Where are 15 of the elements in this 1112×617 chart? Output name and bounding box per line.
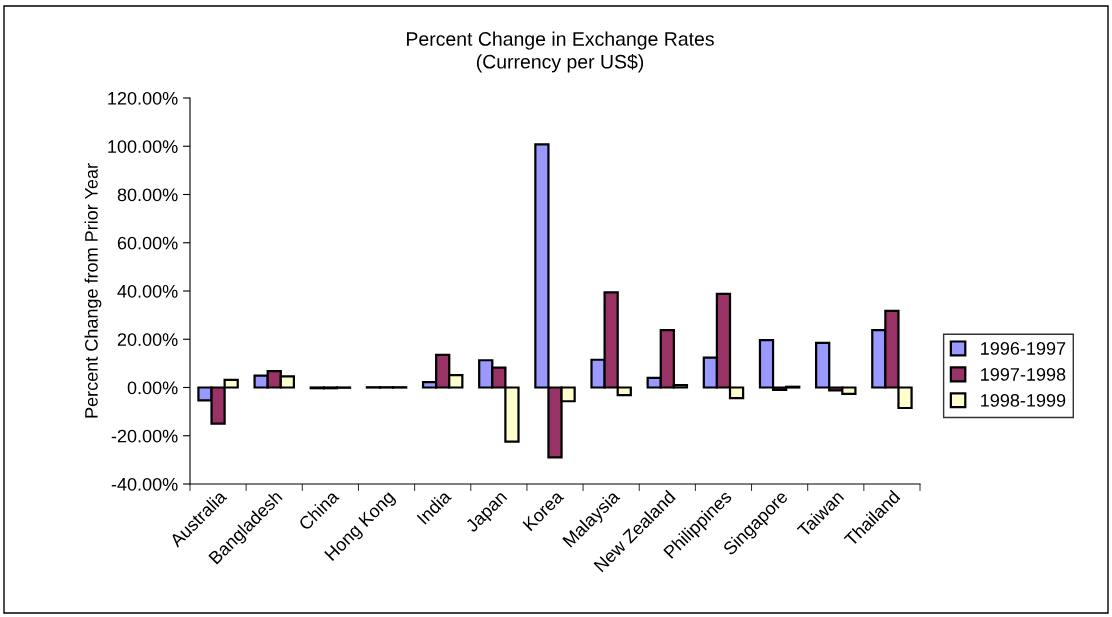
y-tick-label: 80.00% [117,188,178,202]
y-tick-label: 120.00% [108,91,178,105]
chart-subtitle: (Currency per US$) [476,54,644,73]
legend-label: 1997-1998 [981,368,1066,381]
y-tick-label: 60.00% [117,236,178,250]
y-tick-label: -40.00% [111,477,178,491]
y-tick-label: -20.00% [111,429,178,443]
legend-label: 1996-1997 [981,342,1066,355]
y-tick-label: 40.00% [117,284,178,298]
y-axis-title: Percent Change from Prior Year [84,163,102,418]
y-tick-label: 100.00% [108,140,178,153]
y-tick-label: 0.00% [127,381,178,395]
legend-label: 1998-1999 [981,393,1066,407]
y-tick-label: 20.00% [117,333,178,346]
chart-title: Percent Change in Exchange Rates [407,31,714,50]
